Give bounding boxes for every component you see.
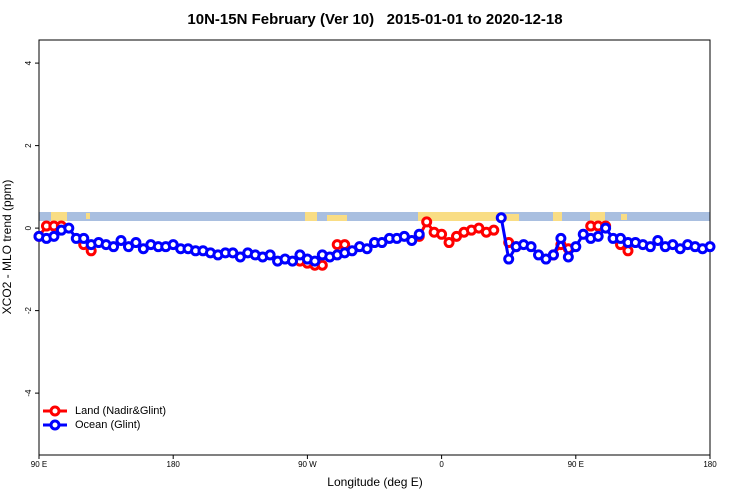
- point: [562, 251, 574, 263]
- land-patch: [327, 215, 347, 221]
- legend-label: Land (Nadir&Glint): [75, 405, 166, 417]
- x-tick-label: 90 E: [31, 460, 47, 469]
- x-tick-label: 90 E: [568, 460, 584, 469]
- point: [130, 237, 142, 249]
- land-patch: [305, 212, 317, 221]
- y-tick-label: -4: [24, 389, 33, 397]
- point: [63, 222, 75, 234]
- point: [413, 228, 425, 240]
- land-patch: [505, 214, 519, 221]
- land-patch: [553, 212, 562, 221]
- land-patch: [590, 212, 605, 221]
- point: [78, 232, 90, 244]
- x-axis-title: Longitude (deg E): [327, 475, 422, 489]
- point: [704, 241, 716, 253]
- point: [600, 222, 612, 234]
- y-tick-label: 4: [24, 60, 33, 65]
- x-tick-label: 180: [167, 460, 181, 469]
- y-tick-label: -2: [24, 307, 33, 315]
- y-tick-label: 0: [24, 225, 33, 230]
- land-patch: [51, 212, 67, 221]
- point: [555, 232, 567, 244]
- point: [264, 249, 276, 261]
- y-tick-label: 2: [24, 143, 33, 148]
- land-patch: [621, 214, 627, 220]
- point: [108, 241, 120, 253]
- x-tick-label: 90 W: [298, 460, 317, 469]
- point: [495, 212, 507, 224]
- point: [406, 234, 418, 246]
- land-patch: [86, 213, 90, 219]
- point: [286, 255, 298, 267]
- point: [652, 234, 664, 246]
- point: [488, 224, 500, 236]
- x-tick-label: 0: [439, 460, 444, 469]
- point: [644, 241, 656, 253]
- legend-label: Ocean (Glint): [75, 419, 140, 431]
- point: [592, 230, 604, 242]
- x-tick-label: 180: [703, 460, 717, 469]
- y-axis-title: XCO2 - MLO trend (ppm): [0, 180, 14, 315]
- point: [443, 237, 455, 249]
- mask-strip: [39, 212, 710, 221]
- point: [115, 234, 127, 246]
- legend-marker: [49, 405, 61, 417]
- point: [503, 253, 515, 265]
- point: [421, 216, 433, 228]
- point: [361, 243, 373, 255]
- land-patch: [418, 212, 500, 221]
- point: [436, 228, 448, 240]
- point: [525, 241, 537, 253]
- land-mask: [39, 212, 710, 221]
- point: [547, 249, 559, 261]
- point: [309, 255, 321, 267]
- legend-marker: [49, 419, 61, 431]
- chart-title: 10N-15N February (Ver 10) 2015-01-01 to …: [187, 11, 562, 28]
- point: [570, 241, 582, 253]
- point: [48, 230, 60, 242]
